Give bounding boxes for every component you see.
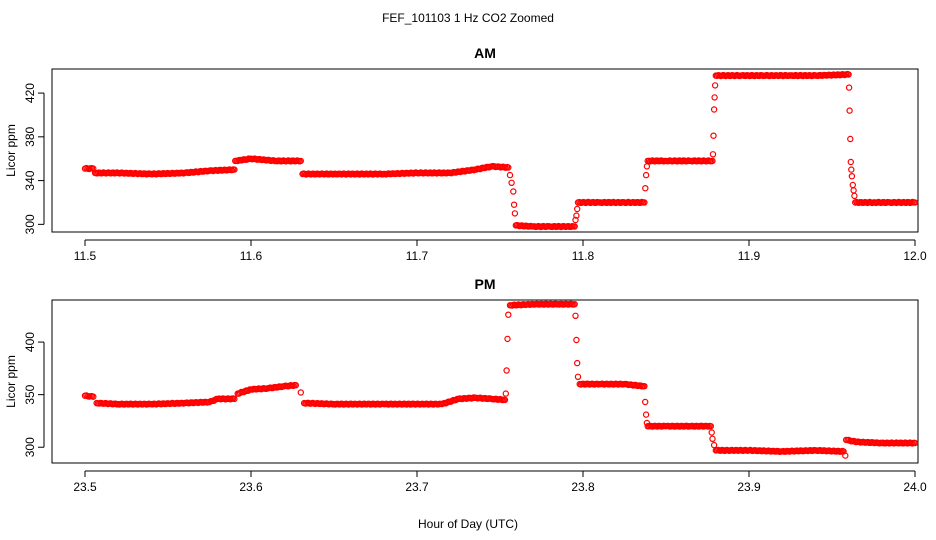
y-tick-label: 400 [23, 332, 37, 352]
x-tick-label: 23.6 [239, 480, 263, 494]
x-tick-label: 23.9 [737, 480, 761, 494]
data-point [851, 192, 858, 200]
data-point [297, 389, 304, 396]
panel-am: AM Licor ppm 11.5 11.6 11.7 11.8 11.9 12.0 300 34… [4, 45, 927, 263]
data-point [848, 172, 856, 180]
y-tick-label: 340 [23, 170, 37, 190]
data-point [641, 383, 648, 390]
data-point [850, 187, 857, 194]
data-point [641, 199, 648, 206]
data-point [511, 210, 519, 217]
data-point [710, 441, 718, 449]
data-point [642, 184, 649, 192]
data-point [506, 171, 514, 179]
data-point [571, 301, 578, 308]
data-point [711, 94, 718, 101]
figure-suptitle: FEF_101103 1 Hz CO2 Zoomed [382, 11, 554, 25]
data-point [848, 166, 855, 173]
x-tick-label: 11.7 [406, 249, 429, 263]
data-point [574, 205, 581, 213]
data-point [709, 435, 716, 442]
data-point [642, 411, 650, 418]
data-point [297, 157, 304, 165]
data-point [505, 164, 512, 171]
data-point [845, 71, 852, 78]
data-point [573, 212, 580, 219]
data-point [573, 336, 580, 344]
data-point [847, 158, 855, 166]
data-point [231, 395, 238, 403]
y-tick-label: 300 [23, 214, 37, 234]
x-tick-label: 12.0 [903, 249, 927, 263]
y-tick-label: 380 [23, 126, 37, 146]
y-axis-label: Licor ppm [4, 124, 18, 177]
x-tick-label: 11.8 [572, 249, 595, 263]
plot-frame [51, 68, 919, 233]
data-point [711, 82, 719, 89]
data-point [508, 179, 515, 186]
data-point [643, 163, 651, 170]
data-point [709, 157, 716, 165]
data-point [510, 188, 517, 195]
data-point [503, 367, 510, 374]
data-point [572, 216, 579, 224]
x-tick-label: 24.0 [903, 480, 927, 494]
x-tick-label: 23.7 [405, 480, 429, 494]
data-point [707, 423, 715, 430]
data-point [709, 151, 717, 158]
data-point [292, 382, 299, 389]
data-point [845, 84, 853, 91]
y-tick-label: 350 [23, 384, 37, 404]
data-point [90, 393, 97, 400]
data-point [847, 135, 854, 143]
data-point [642, 398, 649, 406]
data-point [911, 199, 919, 206]
series-points [81, 300, 919, 459]
y-tick-label: 420 [23, 83, 37, 103]
data-point [842, 452, 849, 459]
x-tick-label: 23.5 [73, 480, 97, 494]
data-point [504, 335, 511, 343]
x-tick-label: 11.9 [738, 249, 761, 263]
panel-title: PM [475, 276, 496, 292]
y-axis-label: Licor ppm [4, 355, 18, 408]
data-point [574, 373, 582, 380]
data-point [501, 396, 509, 404]
x-tick-label: 23.8 [571, 480, 595, 494]
data-point [502, 390, 509, 397]
data-point [710, 106, 718, 113]
data-point [510, 201, 518, 208]
data-point [571, 223, 578, 230]
data-point [911, 439, 919, 447]
data-point [846, 107, 853, 114]
data-point [708, 429, 715, 436]
series-points [81, 70, 919, 231]
figure-xlabel: Hour of Day (UTC) [418, 517, 518, 531]
data-point [231, 166, 238, 173]
data-point [849, 181, 857, 189]
plot-frame [51, 299, 919, 464]
y-tick-label: 300 [23, 437, 37, 457]
data-point [505, 311, 512, 318]
data-point [710, 132, 717, 139]
panel-title: AM [474, 45, 496, 61]
data-point [574, 359, 581, 367]
data-point [642, 171, 650, 179]
x-tick-label: 11.5 [74, 249, 97, 263]
x-tick-label: 11.6 [240, 249, 263, 263]
data-point [572, 312, 579, 319]
panel-pm: PM Licor ppm 23.5 23.6 23.7 23.8 23.9 24.0 300 35… [4, 276, 927, 494]
